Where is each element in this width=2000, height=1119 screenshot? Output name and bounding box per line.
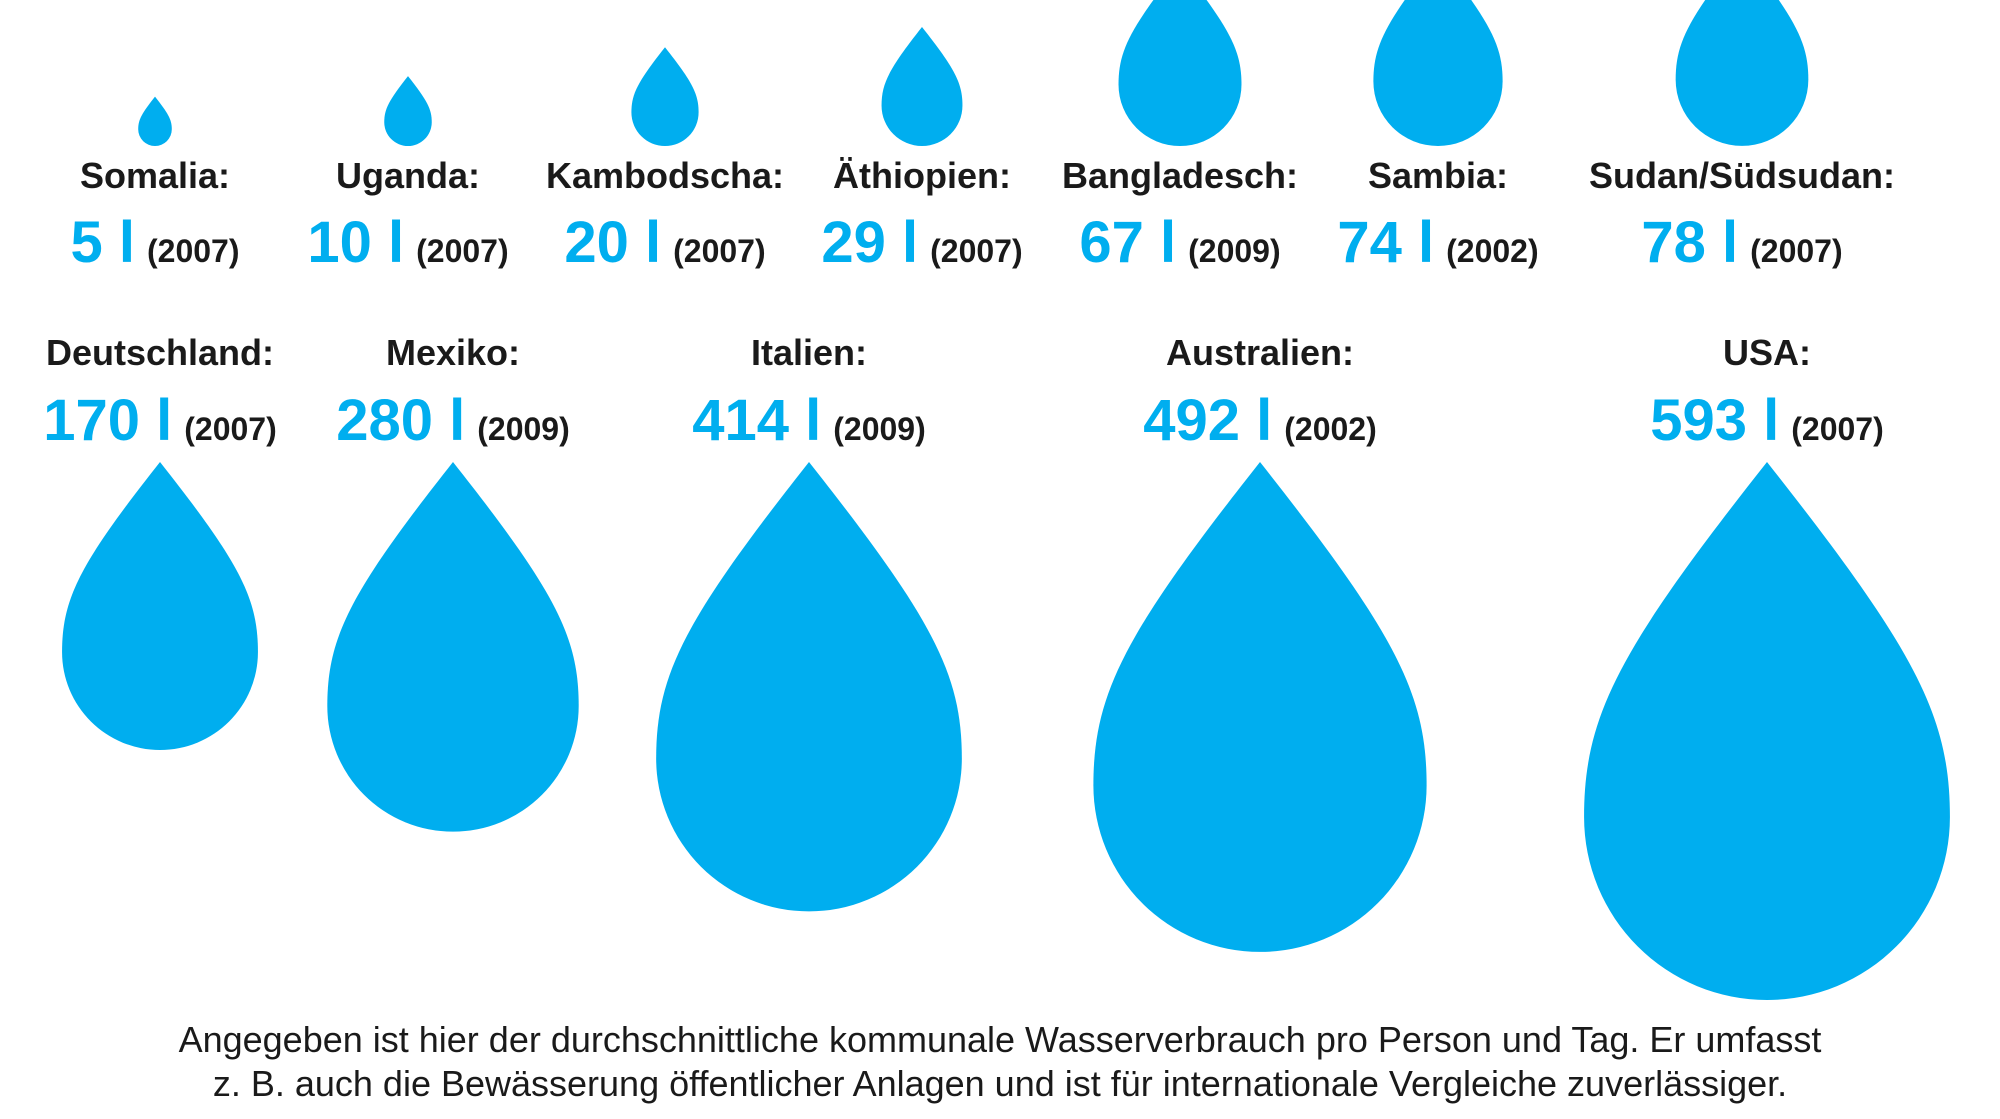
australien-year: (2002) <box>1284 411 1377 447</box>
uganda-value-label: 10 l <box>307 210 404 275</box>
usa-value-label: 593 l <box>1650 388 1779 453</box>
mexiko-drop <box>327 462 579 832</box>
somalia-value-label: 5 l <box>71 210 136 275</box>
deutschland-value-label: 170 l <box>43 388 172 453</box>
australien-drop <box>1093 462 1427 952</box>
sudan-südsudan-drop <box>1675 0 1809 146</box>
mexiko-country-label: Mexiko: <box>386 332 520 373</box>
somalia-year: (2007) <box>147 233 240 269</box>
kambodscha-country-label: Kambodscha: <box>546 155 784 196</box>
bangladesch-value-label: 67 l <box>1079 210 1176 275</box>
somalia-drop <box>138 96 172 146</box>
sambia-country-label: Sambia: <box>1368 155 1508 196</box>
mexiko-value-label: 280 l <box>336 388 465 453</box>
äthiopien-value-label: 29 l <box>821 210 918 275</box>
kambodscha-drop <box>631 47 699 147</box>
bangladesch-country-label: Bangladesch: <box>1062 155 1298 196</box>
sudan-südsudan-country-label: Sudan/Südsudan: <box>1589 155 1895 196</box>
footnote: Angegeben ist hier der durchschnittliche… <box>0 1018 2000 1106</box>
deutschland-year: (2007) <box>184 411 277 447</box>
australien-country-label: Australien: <box>1166 332 1354 373</box>
australien-value-label: 492 l <box>1143 388 1272 453</box>
kambodscha-year: (2007) <box>673 233 766 269</box>
kambodscha-value-label: 20 l <box>564 210 661 275</box>
uganda-drop <box>384 76 432 147</box>
footnote-line-2: z. B. auch die Bewässerung öffentlicher … <box>212 1063 1788 1104</box>
footnote-line-1: Angegeben ist hier der durchschnittliche… <box>178 1019 1822 1060</box>
uganda-year: (2007) <box>416 233 509 269</box>
mexiko-year: (2009) <box>477 411 570 447</box>
bangladesch-year: (2009) <box>1188 233 1281 269</box>
äthiopien-drop <box>881 27 963 147</box>
äthiopien-year: (2007) <box>930 233 1023 269</box>
sambia-drop <box>1373 0 1503 146</box>
usa-year: (2007) <box>1791 411 1884 447</box>
uganda-country-label: Uganda: <box>336 155 480 196</box>
usa-country-label: USA: <box>1723 332 1811 373</box>
sudan-südsudan-value-label: 78 l <box>1641 210 1738 275</box>
sudan-südsudan-year: (2007) <box>1750 233 1843 269</box>
sambia-value-label: 74 l <box>1337 210 1434 275</box>
italien-country-label: Italien: <box>751 332 867 373</box>
sambia-year: (2002) <box>1446 233 1539 269</box>
italien-value-label: 414 l <box>692 388 821 453</box>
italien-drop <box>656 462 962 912</box>
deutschland-country-label: Deutschland: <box>46 332 274 373</box>
italien-year: (2009) <box>833 411 926 447</box>
äthiopien-country-label: Äthiopien: <box>833 155 1011 196</box>
deutschland-drop <box>62 462 258 751</box>
bangladesch-drop <box>1118 0 1242 147</box>
somalia-country-label: Somalia: <box>80 155 230 196</box>
usa-drop <box>1584 462 1950 1001</box>
